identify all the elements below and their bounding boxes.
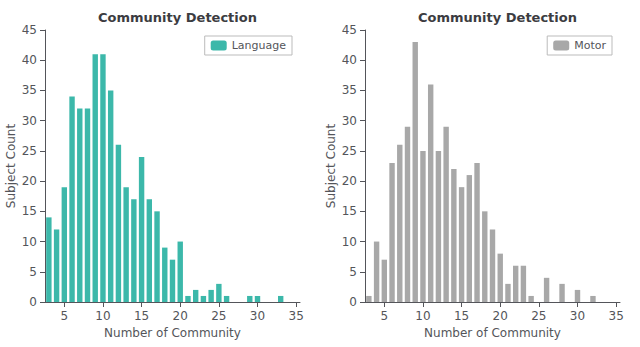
svg-text:30: 30 [250, 309, 265, 323]
svg-text:Community Detection: Community Detection [418, 10, 577, 25]
svg-text:5: 5 [60, 309, 68, 323]
svg-text:5: 5 [349, 265, 357, 279]
svg-text:10: 10 [342, 235, 357, 249]
svg-text:10: 10 [415, 309, 430, 323]
svg-text:45: 45 [22, 23, 37, 37]
svg-text:15: 15 [134, 309, 149, 323]
svg-text:15: 15 [22, 204, 37, 218]
svg-text:35: 35 [22, 83, 37, 97]
svg-text:25: 25 [531, 309, 546, 323]
svg-text:0: 0 [349, 295, 357, 309]
svg-text:5: 5 [29, 265, 37, 279]
svg-text:Language: Language [232, 39, 287, 52]
svg-text:30: 30 [342, 114, 357, 128]
svg-text:25: 25 [211, 309, 226, 323]
svg-text:Subject Count: Subject Count [4, 124, 18, 209]
svg-text:10: 10 [22, 235, 37, 249]
svg-text:40: 40 [22, 53, 37, 67]
svg-text:30: 30 [570, 309, 585, 323]
svg-text:35: 35 [608, 309, 623, 323]
svg-text:Community Detection: Community Detection [98, 10, 257, 25]
svg-text:Number of Community: Number of Community [424, 326, 561, 340]
svg-text:30: 30 [22, 114, 37, 128]
svg-text:35: 35 [342, 83, 357, 97]
svg-text:20: 20 [493, 309, 508, 323]
svg-text:25: 25 [22, 144, 37, 158]
svg-text:20: 20 [173, 309, 188, 323]
svg-text:25: 25 [342, 144, 357, 158]
svg-text:20: 20 [22, 174, 37, 188]
svg-text:0: 0 [29, 295, 37, 309]
svg-text:10: 10 [95, 309, 110, 323]
svg-text:35: 35 [288, 309, 303, 323]
svg-text:45: 45 [342, 23, 357, 37]
svg-text:5: 5 [380, 309, 388, 323]
svg-text:20: 20 [342, 174, 357, 188]
svg-text:Number of Community: Number of Community [104, 326, 241, 340]
svg-text:40: 40 [342, 53, 357, 67]
svg-text:15: 15 [454, 309, 469, 323]
svg-text:Subject Count: Subject Count [324, 124, 338, 209]
svg-text:Motor: Motor [574, 39, 606, 52]
svg-text:15: 15 [342, 204, 357, 218]
